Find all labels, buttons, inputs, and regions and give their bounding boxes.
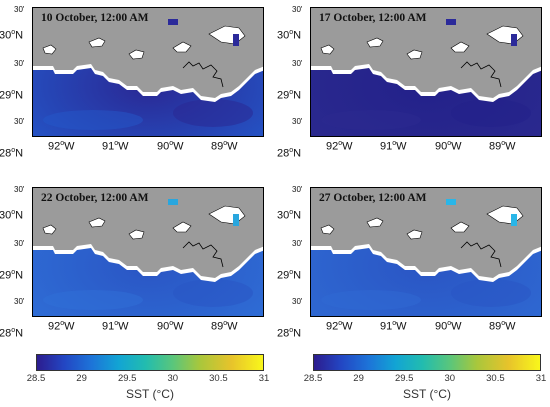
land-area — [311, 8, 541, 98]
colorbar-tick: 30 — [167, 373, 179, 384]
lat-label-mid: 29oN — [0, 89, 24, 102]
station-marker — [511, 34, 517, 46]
colorbar-label-left: SST (°C) — [126, 387, 174, 401]
lon-label: 91oW — [380, 320, 407, 333]
lat-label-mid: 29oN — [277, 269, 302, 282]
lat-half-label: 30' — [292, 117, 303, 126]
lat-label-top: 30oN — [277, 209, 302, 222]
map-panel-2: 17 October, 12:00 AM — [310, 7, 542, 137]
colorbar-left — [36, 354, 264, 371]
colorbar-tick: 30 — [444, 373, 456, 384]
lon-label: 90oW — [157, 320, 184, 333]
lat-half-label: 30' — [292, 239, 303, 248]
lat-label-bottom: 28oN — [0, 327, 24, 340]
lat-label-mid: 29oN — [277, 89, 302, 102]
station-marker — [168, 19, 178, 25]
lon-label: 92oW — [48, 140, 75, 153]
lon-label: 90oW — [157, 140, 184, 153]
colorbar-tick: 28.5 — [303, 373, 323, 384]
lon-label: 91oW — [102, 140, 129, 153]
sea-patch — [43, 290, 143, 310]
lat-half-label: 30' — [292, 59, 303, 68]
lat-half-label: 30' — [292, 185, 303, 194]
colorbar-tick: 29 — [353, 373, 364, 384]
lat-half-label: 30' — [292, 5, 303, 14]
lon-label: 89oW — [489, 320, 516, 333]
lon-label: 90oW — [435, 320, 462, 333]
lat-half-label: 30' — [292, 297, 303, 306]
lat-half-label: 30' — [14, 5, 25, 14]
coastline — [460, 61, 502, 88]
lon-label: 91oW — [380, 140, 407, 153]
colorbar-tick: 29.5 — [394, 373, 414, 384]
lon-label: 89oW — [489, 140, 516, 153]
sst-map-4 — [311, 188, 541, 316]
station-marker — [446, 199, 456, 205]
lat-half-label: 30' — [14, 185, 25, 194]
lat-half-label: 30' — [14, 117, 25, 126]
station-marker — [168, 199, 178, 205]
lat-half-label: 30' — [14, 297, 25, 306]
panel-title: 22 October, 12:00 AM — [41, 192, 149, 204]
sea-patch — [451, 99, 531, 127]
coastline-islands — [42, 25, 246, 60]
sst-map-2 — [311, 8, 541, 136]
colorbar-tick: 29 — [76, 373, 87, 384]
sea-patch — [321, 290, 421, 310]
sea-patch — [43, 110, 143, 130]
sst-map-1 — [33, 8, 263, 136]
coastline — [182, 241, 224, 268]
land-area — [33, 188, 263, 278]
lat-label-mid: 29oN — [0, 269, 24, 282]
lon-label: 92oW — [326, 140, 353, 153]
colorbar-right — [313, 354, 541, 371]
lon-label: 90oW — [435, 140, 462, 153]
colorbar-tick: 31 — [258, 373, 270, 384]
station-marker — [511, 214, 517, 226]
sea-patch — [321, 110, 421, 130]
colorbar-tick: 29.5 — [117, 373, 137, 384]
panel-title: 10 October, 12:00 AM — [41, 12, 149, 24]
lat-label-top: 30oN — [277, 29, 302, 42]
colorbar-tick: 28.5 — [26, 373, 46, 384]
lon-label: 92oW — [48, 320, 75, 333]
colorbar-tick: 30.5 — [486, 373, 505, 384]
station-marker — [233, 214, 239, 226]
panel-title: 17 October, 12:00 AM — [319, 12, 427, 24]
coastline-islands — [42, 205, 246, 240]
map-panel-1: 10 October, 12:00 AM — [32, 7, 264, 137]
sea-patch — [451, 279, 531, 307]
lat-label-bottom: 28oN — [277, 327, 302, 340]
colorbar-label-right: SST (°C) — [403, 387, 451, 401]
lat-label-top: 30oN — [0, 29, 24, 42]
sst-map-3 — [33, 188, 263, 316]
coastline — [182, 61, 224, 88]
colorbar-tick: 31 — [535, 373, 547, 384]
colorbar-tick: 30.5 — [209, 373, 228, 384]
lon-label: 91oW — [102, 320, 129, 333]
land-area — [311, 188, 541, 278]
lon-label: 89oW — [211, 140, 238, 153]
lon-label: 92oW — [326, 320, 353, 333]
lon-label: 89oW — [211, 320, 238, 333]
coastline — [460, 241, 502, 268]
map-panel-3: 22 October, 12:00 AM — [32, 187, 264, 317]
station-marker — [233, 34, 239, 46]
panel-title: 27 October, 12:00 AM — [319, 192, 427, 204]
station-marker — [446, 19, 456, 25]
lat-label-bottom: 28oN — [277, 147, 302, 160]
land-area — [33, 8, 263, 98]
coastline-islands — [320, 25, 524, 60]
lat-label-bottom: 28oN — [0, 147, 24, 160]
lat-half-label: 30' — [14, 239, 25, 248]
coastline-islands — [320, 205, 524, 240]
sea-patch — [173, 279, 253, 307]
lat-label-top: 30oN — [0, 209, 24, 222]
lat-half-label: 30' — [14, 59, 25, 68]
sea-patch — [173, 99, 253, 127]
map-panel-4: 27 October, 12:00 AM — [310, 187, 542, 317]
